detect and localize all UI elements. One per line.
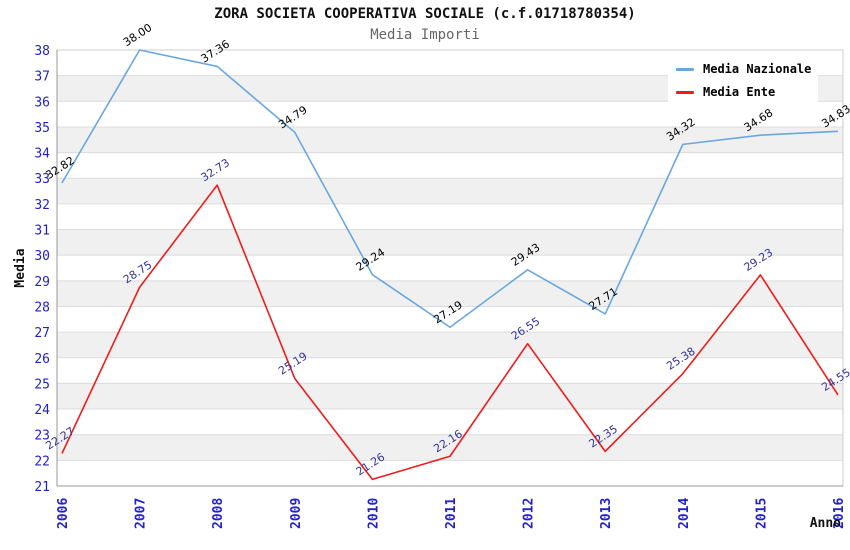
y-tick-label: 24 xyxy=(34,403,50,418)
y-tick-label: 30 xyxy=(34,249,50,264)
y-tick-label: 38 xyxy=(34,44,50,59)
legend-item-media-nazionale: Media Nazionale xyxy=(676,62,814,76)
x-tick-label: 2010 xyxy=(366,498,381,529)
grid-band xyxy=(57,280,843,307)
y-tick-label: 21 xyxy=(34,480,50,495)
x-tick-label: 2012 xyxy=(522,498,537,529)
legend-label: Media Nazionale xyxy=(703,62,812,76)
plot-area xyxy=(56,49,844,487)
y-tick-label: 37 xyxy=(34,70,50,85)
series-line-media-ente xyxy=(61,184,839,481)
legend-swatch-icon xyxy=(676,90,694,94)
grid-band xyxy=(57,383,843,410)
data-label: 37.36 xyxy=(199,37,232,65)
y-tick-label: 32 xyxy=(34,198,50,213)
legend-label: Media Ente xyxy=(703,85,776,99)
legend-item-media-ente: Media Ente xyxy=(676,85,814,99)
chart-title: ZORA SOCIETA COOPERATIVA SOCIALE (c.f.01… xyxy=(214,6,636,22)
y-tick-label: 34 xyxy=(34,147,50,162)
y-tick-label: 33 xyxy=(34,172,50,187)
data-label: 34.83 xyxy=(819,102,850,130)
x-tick-label: 2007 xyxy=(134,498,149,529)
x-tick-label: 2016 xyxy=(832,498,847,529)
y-tick-label: 22 xyxy=(34,454,50,469)
x-tick-label: 2006 xyxy=(56,498,71,529)
y-tick-label: 31 xyxy=(34,224,50,239)
y-tick-label: 28 xyxy=(34,300,50,315)
y-axis-title: Media xyxy=(13,248,28,287)
chart-subtitle: Media Importi xyxy=(370,27,480,43)
y-tick-label: 29 xyxy=(34,275,50,290)
y-tick-label: 26 xyxy=(34,352,50,367)
series-line-media-nazionale xyxy=(61,49,839,329)
grid-band xyxy=(57,229,843,256)
x-tick-label: 2009 xyxy=(289,498,304,529)
y-tick-label: 23 xyxy=(34,429,50,444)
legend-swatch-icon xyxy=(676,67,694,71)
x-tick-label: 2008 xyxy=(211,498,226,529)
y-tick-label: 35 xyxy=(34,121,50,136)
grid-band xyxy=(57,332,843,358)
x-tick-label: 2015 xyxy=(754,498,769,529)
y-tick-label: 25 xyxy=(34,377,50,392)
x-tick-label: 2014 xyxy=(677,498,692,529)
y-tick-label: 36 xyxy=(34,95,50,110)
y-tick-label: 27 xyxy=(34,326,50,341)
grid-band xyxy=(57,126,843,153)
data-label: 38.00 xyxy=(121,21,154,49)
x-axis-title: Anno xyxy=(810,516,841,531)
x-tick-label: 2013 xyxy=(599,498,614,529)
grid-band xyxy=(57,178,843,204)
x-tick-label: 2011 xyxy=(444,498,459,529)
legend: Media Nazionale Media Ente xyxy=(668,56,818,105)
